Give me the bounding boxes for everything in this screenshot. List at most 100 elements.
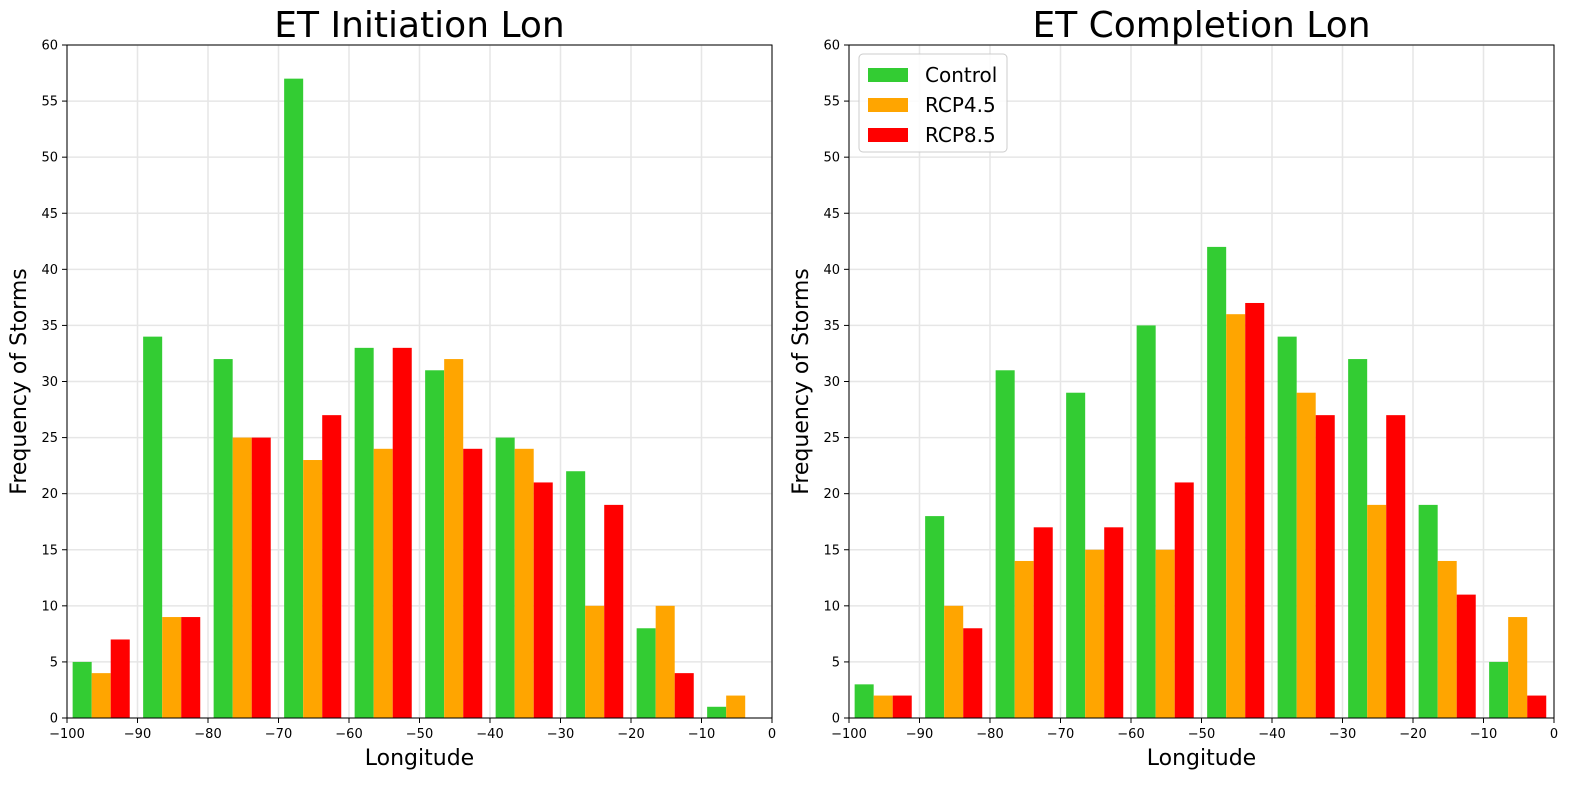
y-tick-label: 5 <box>50 655 58 670</box>
y-ticks: 0 5 10 15 20 25 30 35 40 45 50 55 60 <box>41 39 67 727</box>
bar-control <box>1277 336 1297 718</box>
bar-control <box>1207 246 1227 718</box>
x-tick-label: −60 <box>335 727 362 742</box>
bar-control <box>1136 325 1156 718</box>
bar-rcp45 <box>514 448 534 718</box>
x-tick-label: −80 <box>976 727 1003 742</box>
x-tick-label: −50 <box>406 727 433 742</box>
bar-control <box>707 706 727 718</box>
legend-swatch <box>868 98 908 112</box>
bar-rcp45 <box>444 359 464 718</box>
x-tick-label: −80 <box>194 727 221 742</box>
chart-title: ET Initiation Lon <box>274 5 564 46</box>
plot-frame <box>848 44 1555 719</box>
bar-control <box>636 628 656 718</box>
bar-rcp85 <box>674 673 694 718</box>
y-tick-label: 50 <box>823 151 840 166</box>
bar-rcp45 <box>303 460 323 718</box>
legend-swatch <box>868 68 908 82</box>
y-tick-label: 25 <box>41 431 58 446</box>
y-axis-label: Frequency of Storms <box>7 268 32 494</box>
x-tick-label: −70 <box>1047 727 1074 742</box>
legend: Control RCP4.5 RCP8.5 <box>858 53 1008 153</box>
y-tick-label: 15 <box>41 543 58 558</box>
bar-control <box>72 661 92 718</box>
x-tick-label: −40 <box>1258 727 1285 742</box>
bar-rcp85 <box>1315 415 1335 718</box>
bar-rcp45 <box>655 605 675 718</box>
y-tick-label: 15 <box>823 543 840 558</box>
x-tick-label: −70 <box>265 727 292 742</box>
bars <box>72 78 746 718</box>
bar-control <box>495 437 515 718</box>
bar-control <box>995 370 1015 718</box>
y-tick-label: 30 <box>823 375 840 390</box>
y-tick-label: 40 <box>823 263 840 278</box>
x-tick-label: −90 <box>124 727 151 742</box>
x-axis-label: Longitude <box>1147 746 1256 771</box>
bar-rcp85 <box>463 448 483 718</box>
y-tick-label: 60 <box>41 39 58 54</box>
x-tick-label: −20 <box>617 727 644 742</box>
y-tick-label: 55 <box>823 95 840 110</box>
legend-label: Control <box>925 63 997 87</box>
bar-rcp45 <box>1155 549 1175 718</box>
x-tick-label: −40 <box>476 727 503 742</box>
x-ticks: −100 −90 −80 −70 −60 −50 −40 −30 −20 −10 0 <box>831 718 1558 742</box>
y-tick-label: 10 <box>41 599 58 614</box>
bar-control <box>1489 661 1509 718</box>
bar-rcp45 <box>1437 560 1457 718</box>
x-tick-label: −20 <box>1399 727 1426 742</box>
bar-control <box>1418 504 1438 718</box>
legend-label: RCP4.5 <box>925 93 996 117</box>
bar-control <box>1348 359 1368 718</box>
bar-rcp45 <box>873 695 893 718</box>
y-tick-label: 45 <box>41 207 58 222</box>
chart-title: ET Completion Lon <box>1032 5 1370 46</box>
bar-rcp85 <box>322 415 342 718</box>
bar-rcp45 <box>1085 549 1105 718</box>
legend-swatch <box>868 128 908 142</box>
x-tick-label: 0 <box>1550 727 1558 742</box>
x-ticks: −100 −90 −80 −70 −60 −50 −40 −30 −20 −10 0 <box>49 718 776 742</box>
y-tick-label: 30 <box>41 375 58 390</box>
bar-rcp85 <box>251 437 271 718</box>
x-tick-label: −90 <box>906 727 933 742</box>
bar-control <box>213 359 233 718</box>
y-axis-label: Frequency of Storms <box>789 268 814 494</box>
bar-rcp85 <box>110 639 130 718</box>
x-tick-label: −10 <box>688 727 715 742</box>
bar-rcp85 <box>1104 527 1124 718</box>
bar-control <box>425 370 445 718</box>
bar-rcp45 <box>726 695 746 718</box>
x-tick-label: 0 <box>768 727 776 742</box>
y-tick-label: 25 <box>823 431 840 446</box>
y-tick-label: 20 <box>41 487 58 502</box>
x-tick-label: −10 <box>1470 727 1497 742</box>
y-tick-label: 35 <box>823 319 840 334</box>
bar-rcp85 <box>1033 527 1053 718</box>
y-tick-label: 0 <box>832 712 840 727</box>
y-tick-label: 45 <box>823 207 840 222</box>
bar-rcp85 <box>392 347 412 718</box>
bar-rcp45 <box>1226 314 1246 718</box>
bar-rcp85 <box>892 695 912 718</box>
bar-rcp85 <box>533 482 553 718</box>
x-tick-label: −30 <box>1329 727 1356 742</box>
y-tick-label: 60 <box>823 39 840 54</box>
bar-control <box>1066 392 1086 718</box>
bar-control <box>925 516 945 718</box>
bar-rcp45 <box>944 605 964 718</box>
x-tick-label: −100 <box>49 727 85 742</box>
y-tick-label: 20 <box>823 487 840 502</box>
y-tick-label: 50 <box>41 151 58 166</box>
bar-control <box>284 78 304 718</box>
y-ticks: 0 5 10 15 20 25 30 35 40 45 50 55 60 <box>823 39 849 727</box>
bar-rcp45 <box>1367 504 1387 718</box>
bar-rcp85 <box>1456 594 1476 718</box>
y-tick-label: 10 <box>823 599 840 614</box>
bar-rcp45 <box>91 673 111 718</box>
y-tick-label: 55 <box>41 95 58 110</box>
x-tick-label: −60 <box>1117 727 1144 742</box>
